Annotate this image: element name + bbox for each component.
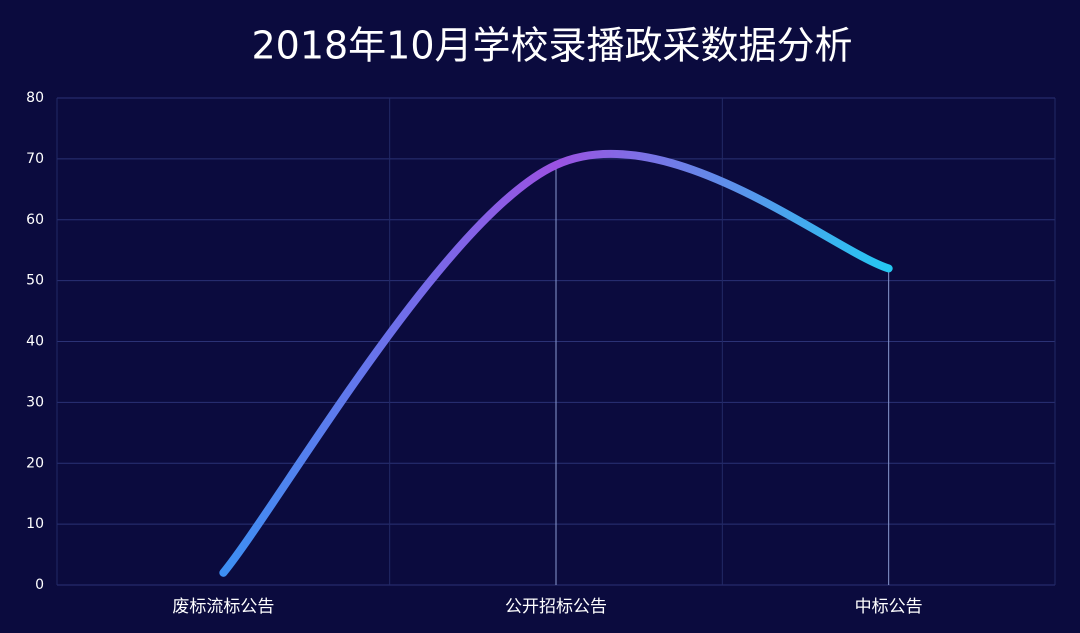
y-tick-label: 0 <box>35 577 44 593</box>
y-tick-label: 10 <box>26 516 44 532</box>
y-tick-label: 70 <box>26 151 44 167</box>
y-tick-label: 50 <box>26 273 44 289</box>
chart-title: 2018年10月学校录播政采数据分析 <box>251 24 852 68</box>
line <box>219 149 893 577</box>
y-tick-label: 20 <box>26 455 44 471</box>
x-tick-label: 公开招标公告 <box>505 597 607 617</box>
x-tick-label: 废标流标公告 <box>172 597 274 617</box>
y-tick-label: 60 <box>26 212 44 228</box>
y-tick-label: 80 <box>26 90 44 106</box>
y-tick-label: 40 <box>26 334 44 350</box>
x-tick-label: 中标公告 <box>855 597 923 617</box>
y-tick-label: 30 <box>26 394 44 410</box>
